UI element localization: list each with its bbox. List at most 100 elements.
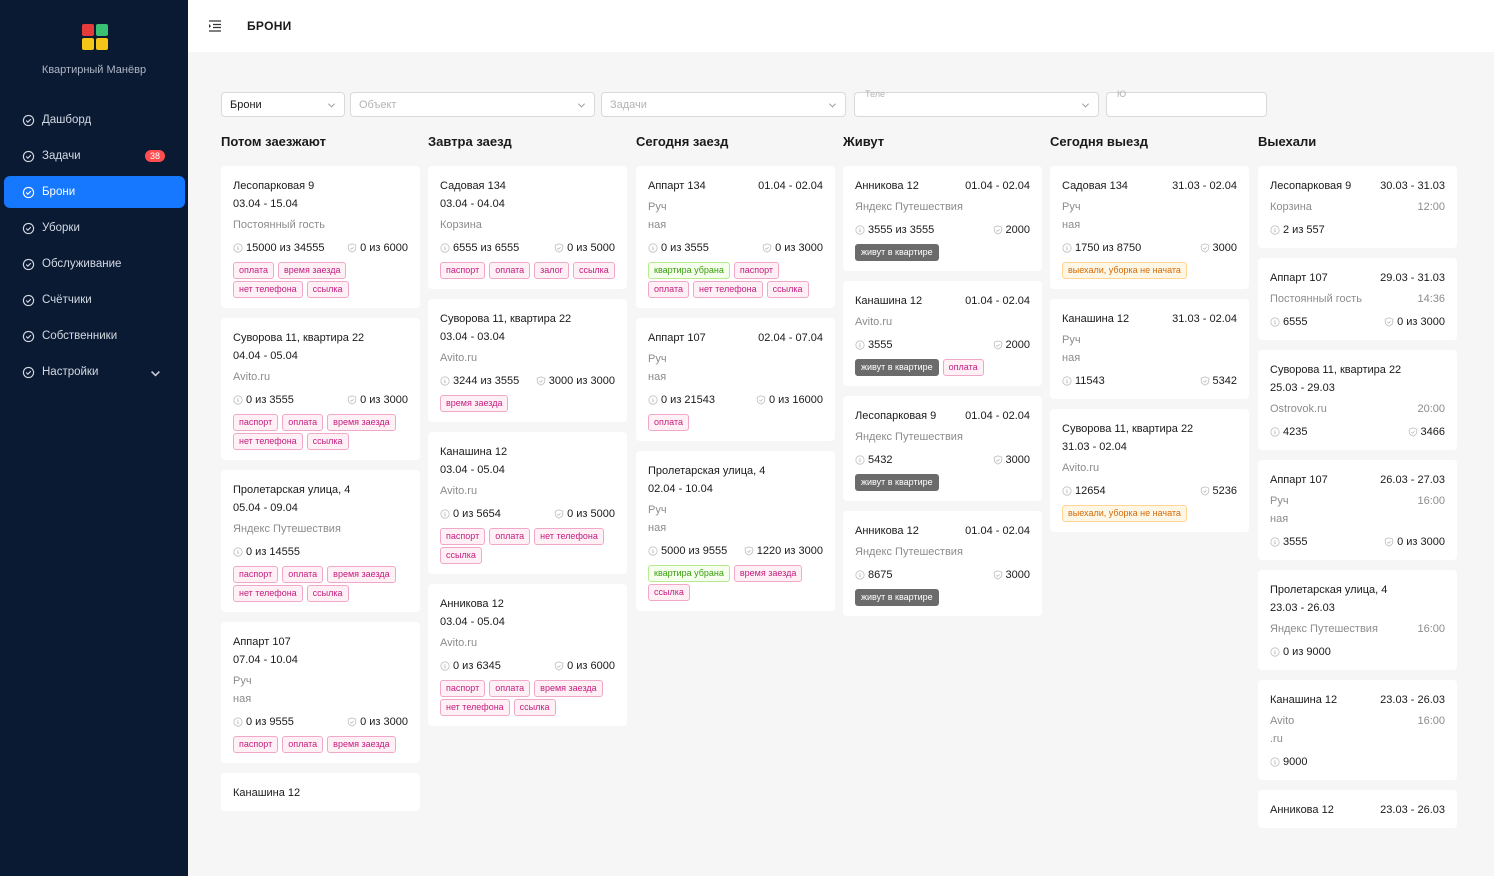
- shield-icon: [347, 243, 357, 253]
- booking-dates: 23.03 - 26.03: [1380, 804, 1445, 816]
- booking-card[interactable]: Анникова 12 23.03 - 26.03: [1258, 790, 1457, 828]
- filter-select-4[interactable]: Теле: [854, 89, 1099, 117]
- svg-text:$: $: [858, 228, 861, 234]
- booking-source-cont: ная: [1270, 513, 1289, 525]
- booking-card[interactable]: Канашина 12 03.04 - 05.04 Avito.ru $0 из 56…: [428, 432, 627, 574]
- booking-card[interactable]: Суворова 11, квартира 22 25.03 - 29.03 Ost…: [1258, 350, 1457, 450]
- payment-row: $12654 5236: [1062, 483, 1237, 499]
- sidebar-item-settings[interactable]: Настройки: [4, 356, 185, 388]
- card-header: Анникова 12 23.03 - 26.03: [1270, 802, 1445, 818]
- brand-name: Квартирный Манёвр: [41, 64, 147, 76]
- booking-card[interactable]: Аппарт 107 29.03 - 31.03 Постоянный гость 1…: [1258, 258, 1457, 340]
- source-name: Avito.ru: [1062, 462, 1100, 474]
- booking-card[interactable]: Суворова 11, квартира 22 31.03 - 02.04 Avi…: [1050, 409, 1249, 532]
- booking-dates: 02.04 - 10.04: [648, 483, 713, 495]
- sidebar-item-service[interactable]: Обслуживание: [4, 248, 185, 280]
- sidebar-item-meter[interactable]: Счётчики: [4, 284, 185, 316]
- booking-card[interactable]: Садовая 134 03.04 - 04.04 Корзина $6555 из …: [428, 166, 627, 289]
- booking-dates: 01.04 - 02.04: [965, 410, 1030, 422]
- booking-card[interactable]: Лесопарковая 9 01.04 - 02.04 Яндекс Путеше…: [843, 396, 1042, 501]
- booking-source-cont: ная: [233, 693, 252, 705]
- filter-select-5[interactable]: Ю: [1106, 90, 1267, 117]
- filter-select-2[interactable]: Объект: [350, 92, 595, 117]
- deposit-amount-value: 5236: [1212, 485, 1237, 497]
- booking-source-cont: ная: [1062, 352, 1081, 364]
- booking-card[interactable]: Анникова 12 01.04 - 02.04 Яндекс Путешеств…: [843, 511, 1042, 616]
- property-name: Садовая 134: [440, 180, 506, 192]
- deposit-amount: 0 из 5000: [554, 240, 615, 256]
- filter-select-3[interactable]: Задачи: [601, 92, 846, 117]
- booking-source-cont: ная: [648, 219, 667, 231]
- booking-card[interactable]: Пролетарская улица, 4 02.04 - 10.04 Руч ная…: [636, 451, 835, 611]
- booking-card[interactable]: Суворова 11, квартира 22 04.04 - 05.04 Avi…: [221, 318, 420, 460]
- payment-row: $0 из 5654 0 из 5000: [440, 506, 615, 522]
- booking-card[interactable]: Канашина 12 31.03 - 02.04 Руч ная $11543 5342: [1050, 299, 1249, 399]
- shield-icon: [993, 455, 1002, 465]
- sidebar-item-owner[interactable]: Собственники: [4, 320, 185, 352]
- sidebar-item-dashboard[interactable]: Дашборд: [4, 104, 185, 136]
- tag-list: живут в квартире: [855, 589, 1030, 606]
- booking-source: Руч: [648, 350, 823, 368]
- booking-card[interactable]: Анникова 12 01.04 - 02.04 Яндекс Путешеств…: [843, 166, 1042, 271]
- payment-amount-value: 0 из 9555: [246, 716, 294, 728]
- coin-icon: $: [440, 661, 450, 671]
- property-name: Суворова 11, квартира 22: [1270, 364, 1402, 376]
- menu-fold-icon[interactable]: [208, 19, 222, 33]
- booking-source: Яндекс Путешествия 16:00: [1270, 620, 1445, 638]
- property-name: Суворова 11, квартира 22: [233, 332, 365, 344]
- payment-row: $0 из 3555 0 из 3000: [233, 392, 408, 408]
- payment-amount: $0 из 3555: [233, 392, 294, 408]
- sidebar-item-cleaning[interactable]: Уборки: [4, 212, 185, 244]
- payment-amount: $3555: [855, 337, 892, 353]
- coin-icon: $: [1270, 757, 1280, 767]
- board-column: Сегодня заезд Аппарт 134 01.04 - 02.04 Руч н…: [636, 134, 835, 621]
- booking-card[interactable]: Садовая 134 31.03 - 02.04 Руч ная $1750 из 8…: [1050, 166, 1249, 289]
- payment-amount: $15000 из 34555: [233, 240, 324, 256]
- booking-card[interactable]: Анникова 12 03.04 - 05.04 Avito.ru $0 из 63…: [428, 584, 627, 726]
- coin-icon: $: [648, 546, 658, 556]
- card-header: Аппарт 107 26.03 - 27.03: [1270, 472, 1445, 488]
- booking-card[interactable]: Аппарт 107 07.04 - 10.04 Руч ная $0 из 9555 0…: [221, 622, 420, 763]
- svg-text:$: $: [651, 398, 654, 404]
- sidebar-item-tasks[interactable]: Задачи 38: [4, 140, 185, 172]
- deposit-amount: 0 из 6000: [554, 658, 615, 674]
- booking-card[interactable]: Пролетарская улица, 4 05.04 - 09.04 Яндекс…: [221, 470, 420, 612]
- payment-row: $8675 3000: [855, 567, 1030, 583]
- source-name: Яндекс Путешествия: [233, 523, 341, 535]
- deposit-amount: 5342: [1200, 373, 1237, 389]
- payment-amount: $0 из 3555: [648, 240, 709, 256]
- sidebar-item-label: Счётчики: [42, 294, 92, 306]
- booking-card[interactable]: Аппарт 134 01.04 - 02.04 Руч ная $0 из 3555 0…: [636, 166, 835, 308]
- status-tag: живут в квартире: [855, 359, 939, 376]
- status-tag: время заезда: [327, 736, 396, 753]
- booking-dates: 23.03 - 26.03: [1380, 694, 1445, 706]
- booking-card[interactable]: Канашина 12 01.04 - 02.04 Avito.ru $3555 200…: [843, 281, 1042, 386]
- booking-card[interactable]: Канашина 12: [221, 773, 420, 811]
- booking-card[interactable]: Пролетарская улица, 4 23.03 - 26.03 Яндекс…: [1258, 570, 1457, 670]
- column-title: Живут: [843, 134, 885, 149]
- deposit-amount: 2000: [993, 337, 1030, 353]
- booking-card[interactable]: Лесопарковая 9 30.03 - 31.03 Корзина 12:00 $…: [1258, 166, 1457, 248]
- booking-card[interactable]: Канашина 12 23.03 - 26.03 Avito 16:00 .ru $90…: [1258, 680, 1457, 780]
- status-tag: паспорт: [733, 262, 780, 279]
- coin-icon: $: [440, 509, 450, 519]
- filter-select-1[interactable]: Брони: [221, 92, 345, 117]
- payment-row: $0 из 14555: [233, 544, 408, 560]
- booking-card[interactable]: Аппарт 107 26.03 - 27.03 Руч 16:00 ная $3555 0…: [1258, 460, 1457, 560]
- tag-list: время заезда: [440, 395, 615, 412]
- deposit-amount-value: 3466: [1420, 426, 1445, 438]
- payment-row: $0 из 3555 0 из 3000: [648, 240, 823, 256]
- deposit-amount: 5236: [1200, 483, 1237, 499]
- sidebar-item-booking[interactable]: Брони: [4, 176, 185, 208]
- payment-amount-value: 2 из 557: [1283, 224, 1325, 236]
- booking-card[interactable]: Суворова 11, квартира 22 03.04 - 03.04 Avi…: [428, 299, 627, 422]
- filter-label: Теле: [865, 89, 885, 99]
- booking-card[interactable]: Аппарт 107 02.04 - 07.04 Руч ная $0 из 21543…: [636, 318, 835, 441]
- payment-row: $3244 из 3555 3000 из 3000: [440, 373, 615, 389]
- tag-list: живут в квартире оплата: [855, 359, 1030, 376]
- payment-amount-value: 12654: [1075, 485, 1106, 497]
- property-name: Канашина 12: [233, 787, 301, 799]
- property-name: Пролетарская улица, 4: [648, 465, 766, 477]
- booking-card[interactable]: Лесопарковая 9 03.04 - 15.04 Постоянный го…: [221, 166, 420, 308]
- property-name: Анникова 12: [855, 180, 919, 192]
